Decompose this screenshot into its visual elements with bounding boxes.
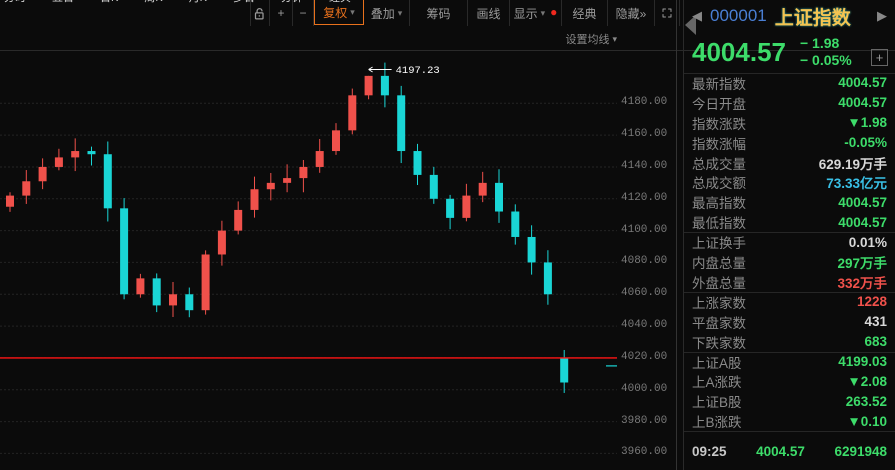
svg-text:4197.23: 4197.23	[396, 65, 440, 77]
